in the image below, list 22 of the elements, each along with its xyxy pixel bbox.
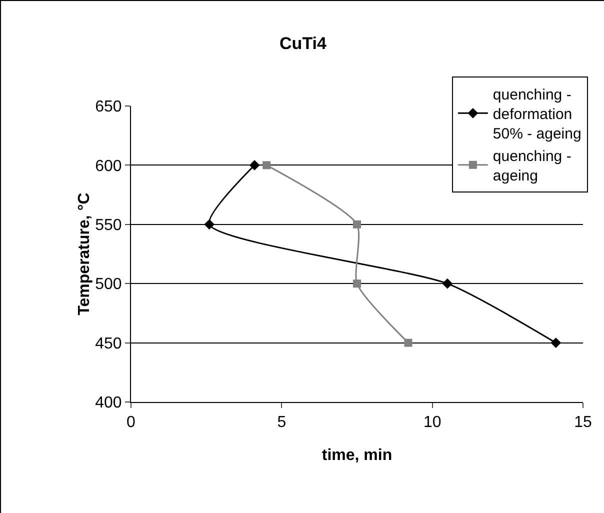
y-tick-label: 550 (95, 217, 122, 234)
y-axis-title: Temperature, °C (76, 192, 93, 316)
point (550, 338, 562, 348)
y-tick-label: 500 (95, 276, 122, 294)
legend-label: quenching - ageing (492, 148, 572, 184)
point (442, 278, 453, 289)
x-tick-label: 5 (277, 414, 286, 432)
x-axis-title: time, min (322, 447, 392, 464)
point (249, 160, 260, 170)
point (353, 280, 361, 288)
x-tick-label: 0 (126, 414, 136, 432)
x-tick-label: 10 (423, 414, 442, 432)
point (204, 219, 215, 230)
x-tick-label: 15 (574, 414, 592, 432)
y-tick-label: 600 (95, 158, 122, 175)
point (353, 220, 361, 228)
point (262, 161, 271, 170)
chart-title: CuTi4 (280, 34, 327, 53)
y-tick-label: 400 (95, 394, 122, 412)
y-tick-label: 450 (95, 335, 122, 352)
point (404, 338, 412, 347)
y-tick-label: 650 (95, 98, 122, 116)
